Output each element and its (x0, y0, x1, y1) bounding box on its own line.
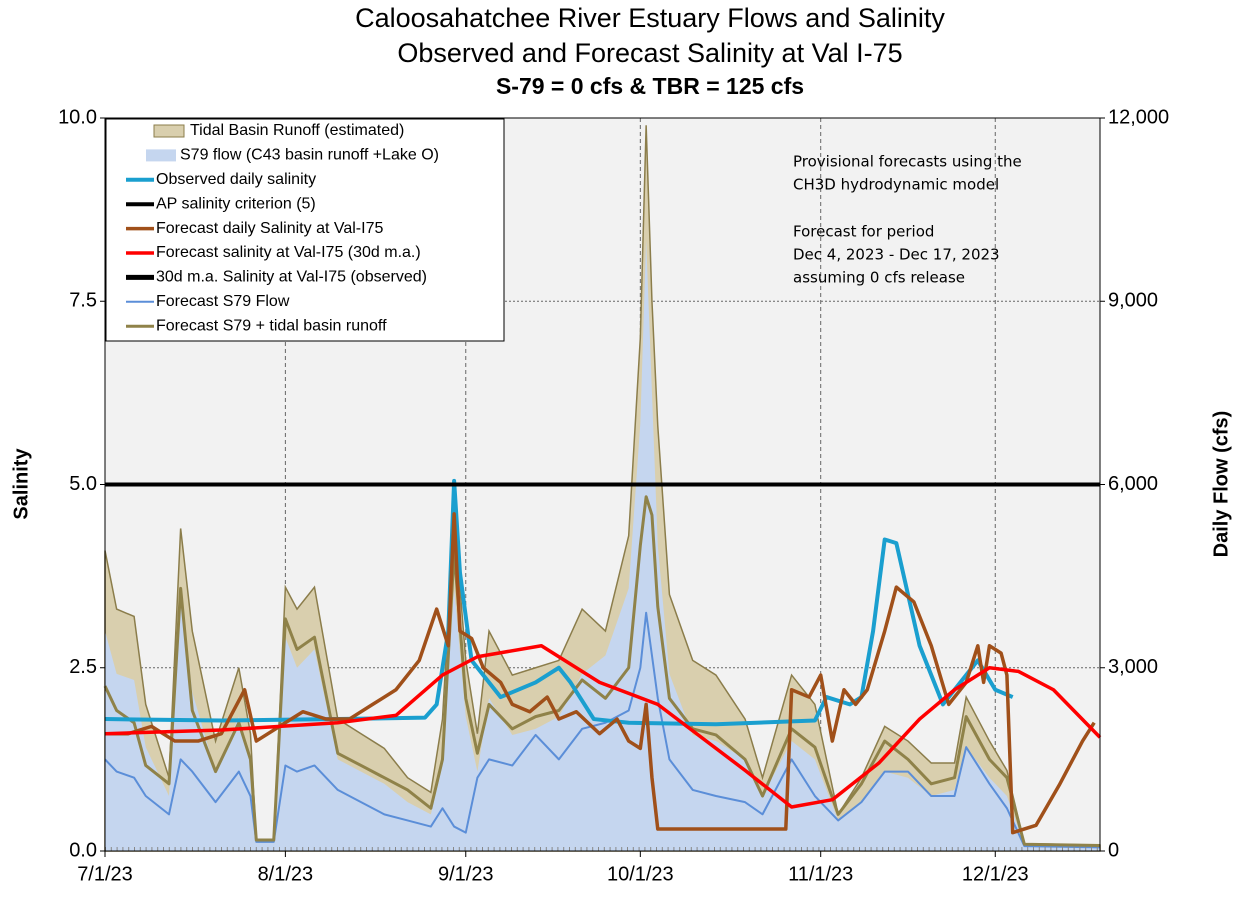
legend-label: Forecast S79 + tidal basin runoff (156, 317, 387, 334)
annotation-text: Provisional forecasts using the (793, 153, 1022, 171)
y-tick-label: 7.5 (69, 290, 97, 312)
y-axis-label: Salinity (10, 448, 32, 520)
line (104, 644, 1102, 809)
chart-subtitle: Observed and Forecast Salinity at Val I-… (397, 38, 902, 68)
y-tick-label: 0.0 (69, 839, 97, 861)
legend-label: Tidal Basin Runoff (estimated) (190, 122, 404, 139)
line (104, 478, 1014, 727)
legend-swatch (146, 149, 176, 162)
y-tick-label: 5.0 (69, 473, 97, 495)
y2-axis-label: Daily Flow (cfs) (1210, 411, 1232, 558)
legend-swatch (153, 124, 185, 138)
chart-title: Caloosahatchee River Estuary Flows and S… (355, 3, 945, 33)
plot-border (104, 117, 1101, 852)
y2-tick-label: 3,000 (1108, 656, 1158, 678)
legend-label: Forecast S79 Flow (156, 293, 290, 310)
legend-label: Observed daily salinity (156, 171, 316, 188)
x-tick-label: 8/1/23 (258, 863, 314, 885)
area (105, 240, 1100, 851)
legend: Tidal Basin Runoff (estimated) S79 flow (… (105, 118, 505, 342)
legend-label: 30d m.a. Salinity at Val-I75 (observed) (156, 269, 427, 286)
x-tick-label: 9/1/23 (438, 863, 494, 885)
annotation-text: CH3D hydrodynamic model (793, 176, 999, 194)
y2-tick-label: 0 (1108, 839, 1119, 861)
line (104, 611, 1101, 849)
x-tick-label: 11/1/23 (788, 863, 853, 885)
x-tick-label: 7/1/23 (77, 863, 133, 885)
y2-tick-label: 12,000 (1108, 106, 1169, 128)
annotation-text: Dec 4, 2023 - Dec 17, 2023 (793, 246, 1000, 264)
line (105, 512, 1096, 835)
legend-label: Forecast daily Salinity at Val-I75 (156, 220, 383, 237)
legend-label: Forecast salinity at Val-I75 (30d m.a.) (156, 244, 421, 261)
annotation-text: assuming 0 cfs release (793, 269, 965, 287)
legend-label: S79 flow (C43 basin runoff +Lake O) (180, 147, 439, 164)
y2-tick-label: 6,000 (1108, 473, 1158, 495)
x-tick-label: 10/1/23 (607, 863, 674, 885)
annotation-text: Forecast for period (793, 223, 934, 241)
chart-subtitle: S-79 = 0 cfs & TBR = 125 cfs (496, 73, 804, 99)
x-tick-label: 12/1/23 (962, 863, 1029, 885)
y-tick-label: 2.5 (69, 656, 97, 678)
y-tick-label: 10.0 (58, 106, 97, 128)
legend-label: AP salinity criterion (5) (156, 195, 316, 212)
y2-tick-label: 9,000 (1108, 290, 1158, 312)
annotation: Provisional forecasts using the CH3D hydr… (793, 153, 1022, 287)
